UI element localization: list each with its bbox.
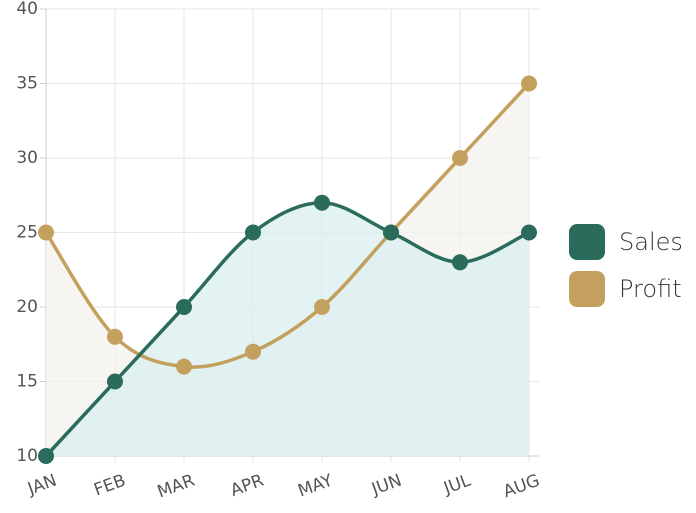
y-tick-label: 25 xyxy=(16,223,38,243)
x-tick-label: APR xyxy=(228,471,267,501)
legend-label: Sales xyxy=(619,228,683,256)
y-tick-label: 10 xyxy=(16,446,38,466)
x-tick-label: MAR xyxy=(155,471,198,503)
y-tick-label: 35 xyxy=(16,74,38,94)
point xyxy=(107,373,123,390)
point xyxy=(314,194,330,211)
area xyxy=(46,202,529,456)
x-tick-label: AUG xyxy=(501,471,543,503)
legend-item[interactable]: Sales xyxy=(569,224,683,260)
y-tick-label: 15 xyxy=(16,372,38,392)
point xyxy=(383,224,399,241)
x-tick-label: FEB xyxy=(91,471,128,501)
point xyxy=(452,150,468,166)
legend-label: Profit xyxy=(619,275,682,303)
point xyxy=(176,299,192,315)
y-tick-label: 30 xyxy=(16,148,38,168)
point xyxy=(521,224,537,241)
point xyxy=(452,254,468,271)
y-tick-label: 40 xyxy=(16,0,38,19)
point xyxy=(245,343,261,360)
point xyxy=(107,328,123,345)
x-tick-label: JAN xyxy=(24,471,59,500)
point xyxy=(38,224,54,241)
point xyxy=(38,448,54,464)
x-tick-label: JUN xyxy=(368,471,404,500)
legend-item[interactable]: Profit xyxy=(569,271,682,307)
point xyxy=(245,224,261,241)
point xyxy=(314,299,330,315)
x-tick-label: JUL xyxy=(440,470,474,499)
x-tick-label: MAY xyxy=(295,470,336,501)
y-tick-label: 20 xyxy=(16,297,38,317)
legend-swatch xyxy=(569,224,605,260)
point xyxy=(176,358,192,375)
point xyxy=(521,75,537,92)
legend-swatch xyxy=(569,271,605,307)
